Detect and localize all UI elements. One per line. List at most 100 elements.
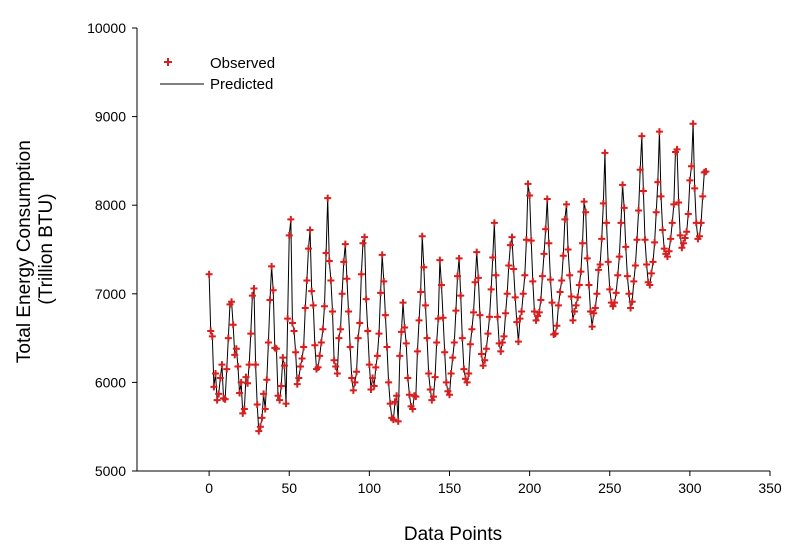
observed-point: [327, 277, 335, 285]
observed-point: [641, 236, 649, 244]
observed-point: [421, 301, 429, 309]
observed-point: [242, 373, 250, 381]
observed-point: [679, 239, 687, 247]
observed-point: [596, 261, 604, 269]
observed-point: [486, 313, 494, 321]
observed-point: [676, 231, 684, 239]
observed-point: [695, 232, 703, 240]
observed-point: [665, 247, 673, 255]
observed-point: [497, 347, 505, 355]
observed-point: [518, 308, 526, 316]
observed-point: [224, 334, 232, 342]
observed-point: [630, 277, 638, 285]
observed-point: [292, 348, 300, 356]
observed-point: [465, 370, 473, 378]
observed-point: [428, 396, 436, 404]
observed-point: [559, 252, 567, 260]
x-axis-title: Data Points: [404, 524, 502, 545]
observed-point: [678, 244, 686, 252]
observed-point: [429, 393, 437, 401]
observed-point: [479, 362, 487, 370]
observed-point: [505, 261, 513, 269]
observed-point: [631, 261, 639, 269]
observed-point: [561, 215, 569, 223]
observed-point: [702, 168, 710, 176]
observed-point: [357, 270, 365, 278]
observed-point: [396, 352, 404, 360]
observed-point: [215, 390, 223, 398]
observed-point: [444, 387, 452, 395]
observed-point: [614, 271, 622, 279]
observed-point: [433, 339, 441, 347]
observed-point: [462, 375, 470, 383]
observed-point: [375, 330, 383, 338]
observed-point: [279, 354, 287, 362]
observed-point: [699, 192, 707, 200]
y-tick-label: 9000: [95, 109, 126, 125]
observed-point: [655, 128, 663, 136]
observed-point: [553, 322, 561, 330]
observed-point: [373, 352, 381, 360]
x-tick-label: 250: [598, 480, 622, 496]
observed-point: [258, 414, 266, 422]
observed-point: [681, 234, 689, 242]
observed-point: [684, 210, 692, 218]
observed-point: [381, 311, 389, 319]
observed-point: [667, 235, 675, 243]
legend: Observed Predicted: [160, 55, 275, 93]
observed-point: [570, 308, 578, 316]
observed-point: [282, 400, 290, 408]
observed-point: [471, 278, 479, 286]
observed-point: [575, 281, 583, 289]
observed-point: [276, 396, 284, 404]
observed-point: [657, 192, 665, 200]
observed-point: [604, 258, 612, 266]
observed-point: [445, 391, 453, 399]
observed-point: [295, 374, 303, 382]
observed-point: [325, 257, 333, 265]
observed-point: [663, 253, 671, 261]
observed-point: [609, 302, 617, 310]
observed-point: [240, 405, 248, 413]
observed-point: [397, 328, 405, 336]
observed-point: [284, 315, 292, 323]
observed-point: [311, 341, 319, 349]
observed-point: [402, 339, 410, 347]
observed-point: [595, 266, 603, 274]
observed-point: [261, 405, 269, 413]
observed-point: [343, 275, 351, 283]
observed-point: [538, 272, 546, 280]
y-tick-label: 5000: [95, 463, 126, 479]
observed-point: [623, 272, 631, 280]
observed-point: [415, 316, 423, 324]
observed-point: [543, 195, 551, 203]
observed-point: [603, 219, 611, 227]
observed-point: [487, 285, 495, 293]
observed-point: [324, 194, 332, 202]
observed-point: [635, 207, 643, 215]
observed-point: [612, 289, 620, 297]
observed-point: [542, 225, 550, 233]
observed-point: [229, 321, 237, 329]
axes: 0 50 100 150 200 250 300 350 5000 6000 7000 8000 90…: [87, 20, 782, 496]
observed-point: [558, 277, 566, 285]
observed-point: [546, 276, 554, 284]
observed-point: [442, 378, 450, 386]
observed-point: [330, 356, 338, 364]
observed-point: [293, 380, 301, 388]
observed-point: [454, 272, 462, 280]
observed-point: [689, 120, 697, 128]
observed-point: [521, 271, 529, 279]
observed-point: [436, 256, 444, 264]
observed-point: [349, 386, 357, 394]
observed-point: [369, 374, 377, 382]
y-tick-label: 8000: [95, 197, 126, 213]
observed-point: [277, 382, 285, 390]
observed-point: [234, 362, 242, 370]
observed-point: [636, 166, 644, 174]
observed-point: [651, 238, 659, 246]
observed-point: [449, 354, 457, 362]
observed-point: [508, 233, 516, 241]
observed-point: [304, 245, 312, 253]
observed-point: [527, 237, 535, 245]
